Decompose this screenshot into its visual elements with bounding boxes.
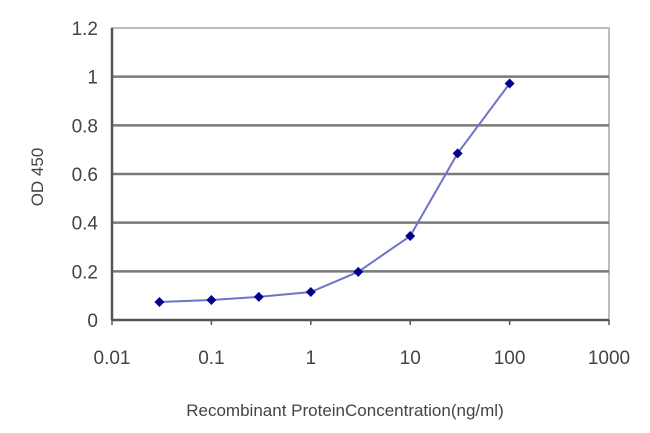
- diamond-marker-icon: [305, 287, 316, 298]
- y-tick-label: 1: [87, 68, 98, 89]
- x-tick-label: 1: [306, 348, 317, 369]
- y-tick-label: 0: [87, 311, 98, 332]
- diamond-marker-icon: [253, 291, 264, 302]
- gridlines: [112, 75, 609, 273]
- x-tick-label: 0.1: [198, 348, 224, 369]
- x-axis-title: Recombinant ProteinConcentration(ng/ml): [186, 401, 504, 420]
- x-axis-tick-labels: 0.01 0.1 1 10 100 1000: [94, 348, 631, 369]
- y-tick-label: 0.4: [72, 214, 99, 235]
- y-axis-title: OD 450: [28, 148, 47, 207]
- x-tick-label: 10: [400, 348, 421, 369]
- data-series: [154, 78, 515, 307]
- axes: [110, 28, 610, 325]
- y-tick-label: 1.2: [72, 19, 98, 40]
- x-tick-label: 100: [494, 348, 526, 369]
- diamond-marker-icon: [504, 78, 515, 89]
- x-tick-label: 0.01: [94, 348, 131, 369]
- x-tick-label: 1000: [588, 348, 630, 369]
- diamond-marker-icon: [452, 148, 463, 159]
- y-tick-label: 0.8: [72, 116, 98, 137]
- y-tick-label: 0.6: [72, 165, 98, 186]
- y-axis-tick-labels: 0 0.2 0.4 0.6 0.8 1 1.2: [72, 19, 99, 332]
- diamond-marker-icon: [154, 296, 165, 307]
- series-line: [159, 82, 511, 303]
- y-tick-label: 0.2: [72, 262, 98, 283]
- diamond-marker-icon: [405, 231, 416, 242]
- diamond-marker-icon: [206, 295, 217, 306]
- diamond-marker-icon: [353, 266, 364, 277]
